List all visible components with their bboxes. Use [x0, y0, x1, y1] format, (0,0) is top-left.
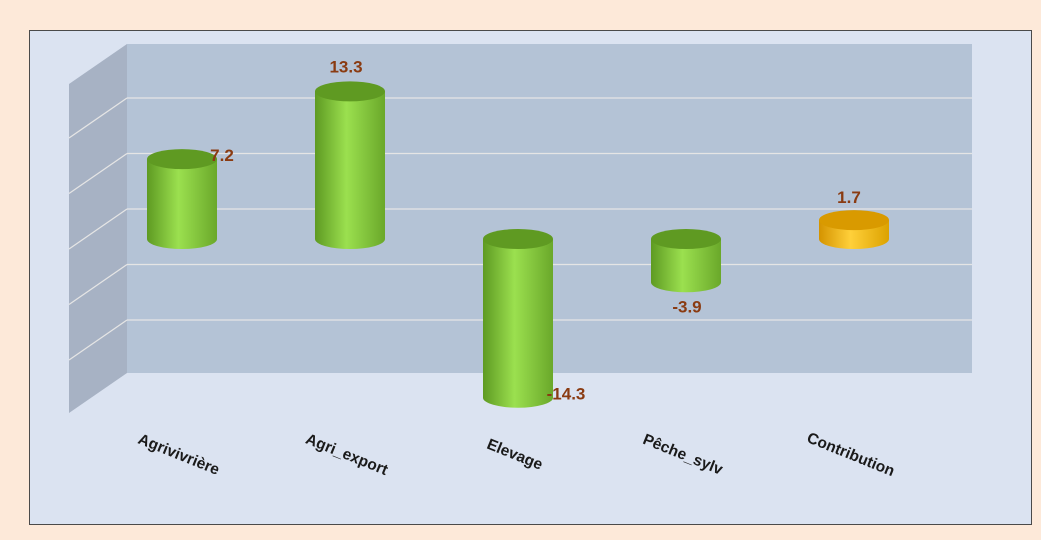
gridline-side [68, 152, 128, 195]
category-label: Elevage [484, 436, 545, 474]
bar-cap [147, 149, 217, 170]
bar-4 [651, 229, 721, 293]
category-labels: Agrivivrière Agri_export Elevage Pêche_sylv… [136, 430, 897, 481]
bar-1 [147, 149, 217, 249]
value-label: -3.9 [672, 297, 701, 316]
value-label: 7.2 [210, 146, 234, 165]
bar-cap [651, 229, 721, 249]
value-label: -14.3 [547, 385, 586, 404]
bar-5 [819, 210, 889, 249]
bar-cap [483, 229, 553, 249]
bar-cap [819, 210, 889, 231]
category-label: Contribution [804, 430, 897, 481]
gridline-side [68, 97, 128, 139]
bar-body [315, 91, 385, 249]
chart-frame: 7.2 13.3 -14.3 -3.9 1.7 Agrivivrière Agri_exp… [29, 30, 1032, 525]
bars [147, 81, 889, 408]
category-label: Agrivivrière [136, 431, 223, 479]
bar-2 [315, 81, 385, 249]
value-label: 1.7 [837, 188, 861, 207]
chart-svg: 7.2 13.3 -14.3 -3.9 1.7 Agrivivrière Agri_exp… [68, 44, 972, 481]
value-labels: 7.2 13.3 -14.3 -3.9 1.7 [210, 57, 861, 403]
bar-body [651, 239, 721, 293]
bar-3 [483, 229, 553, 408]
value-label: 13.3 [329, 57, 362, 76]
bar-body [147, 159, 217, 249]
gridline-side [68, 208, 128, 250]
category-label: Pêche_sylv [640, 431, 725, 479]
gridline-side [68, 319, 128, 361]
gridline-side [68, 263, 128, 306]
bar-cap [315, 81, 385, 102]
category-label: Agri_export [303, 431, 390, 479]
bar-body [483, 239, 553, 408]
